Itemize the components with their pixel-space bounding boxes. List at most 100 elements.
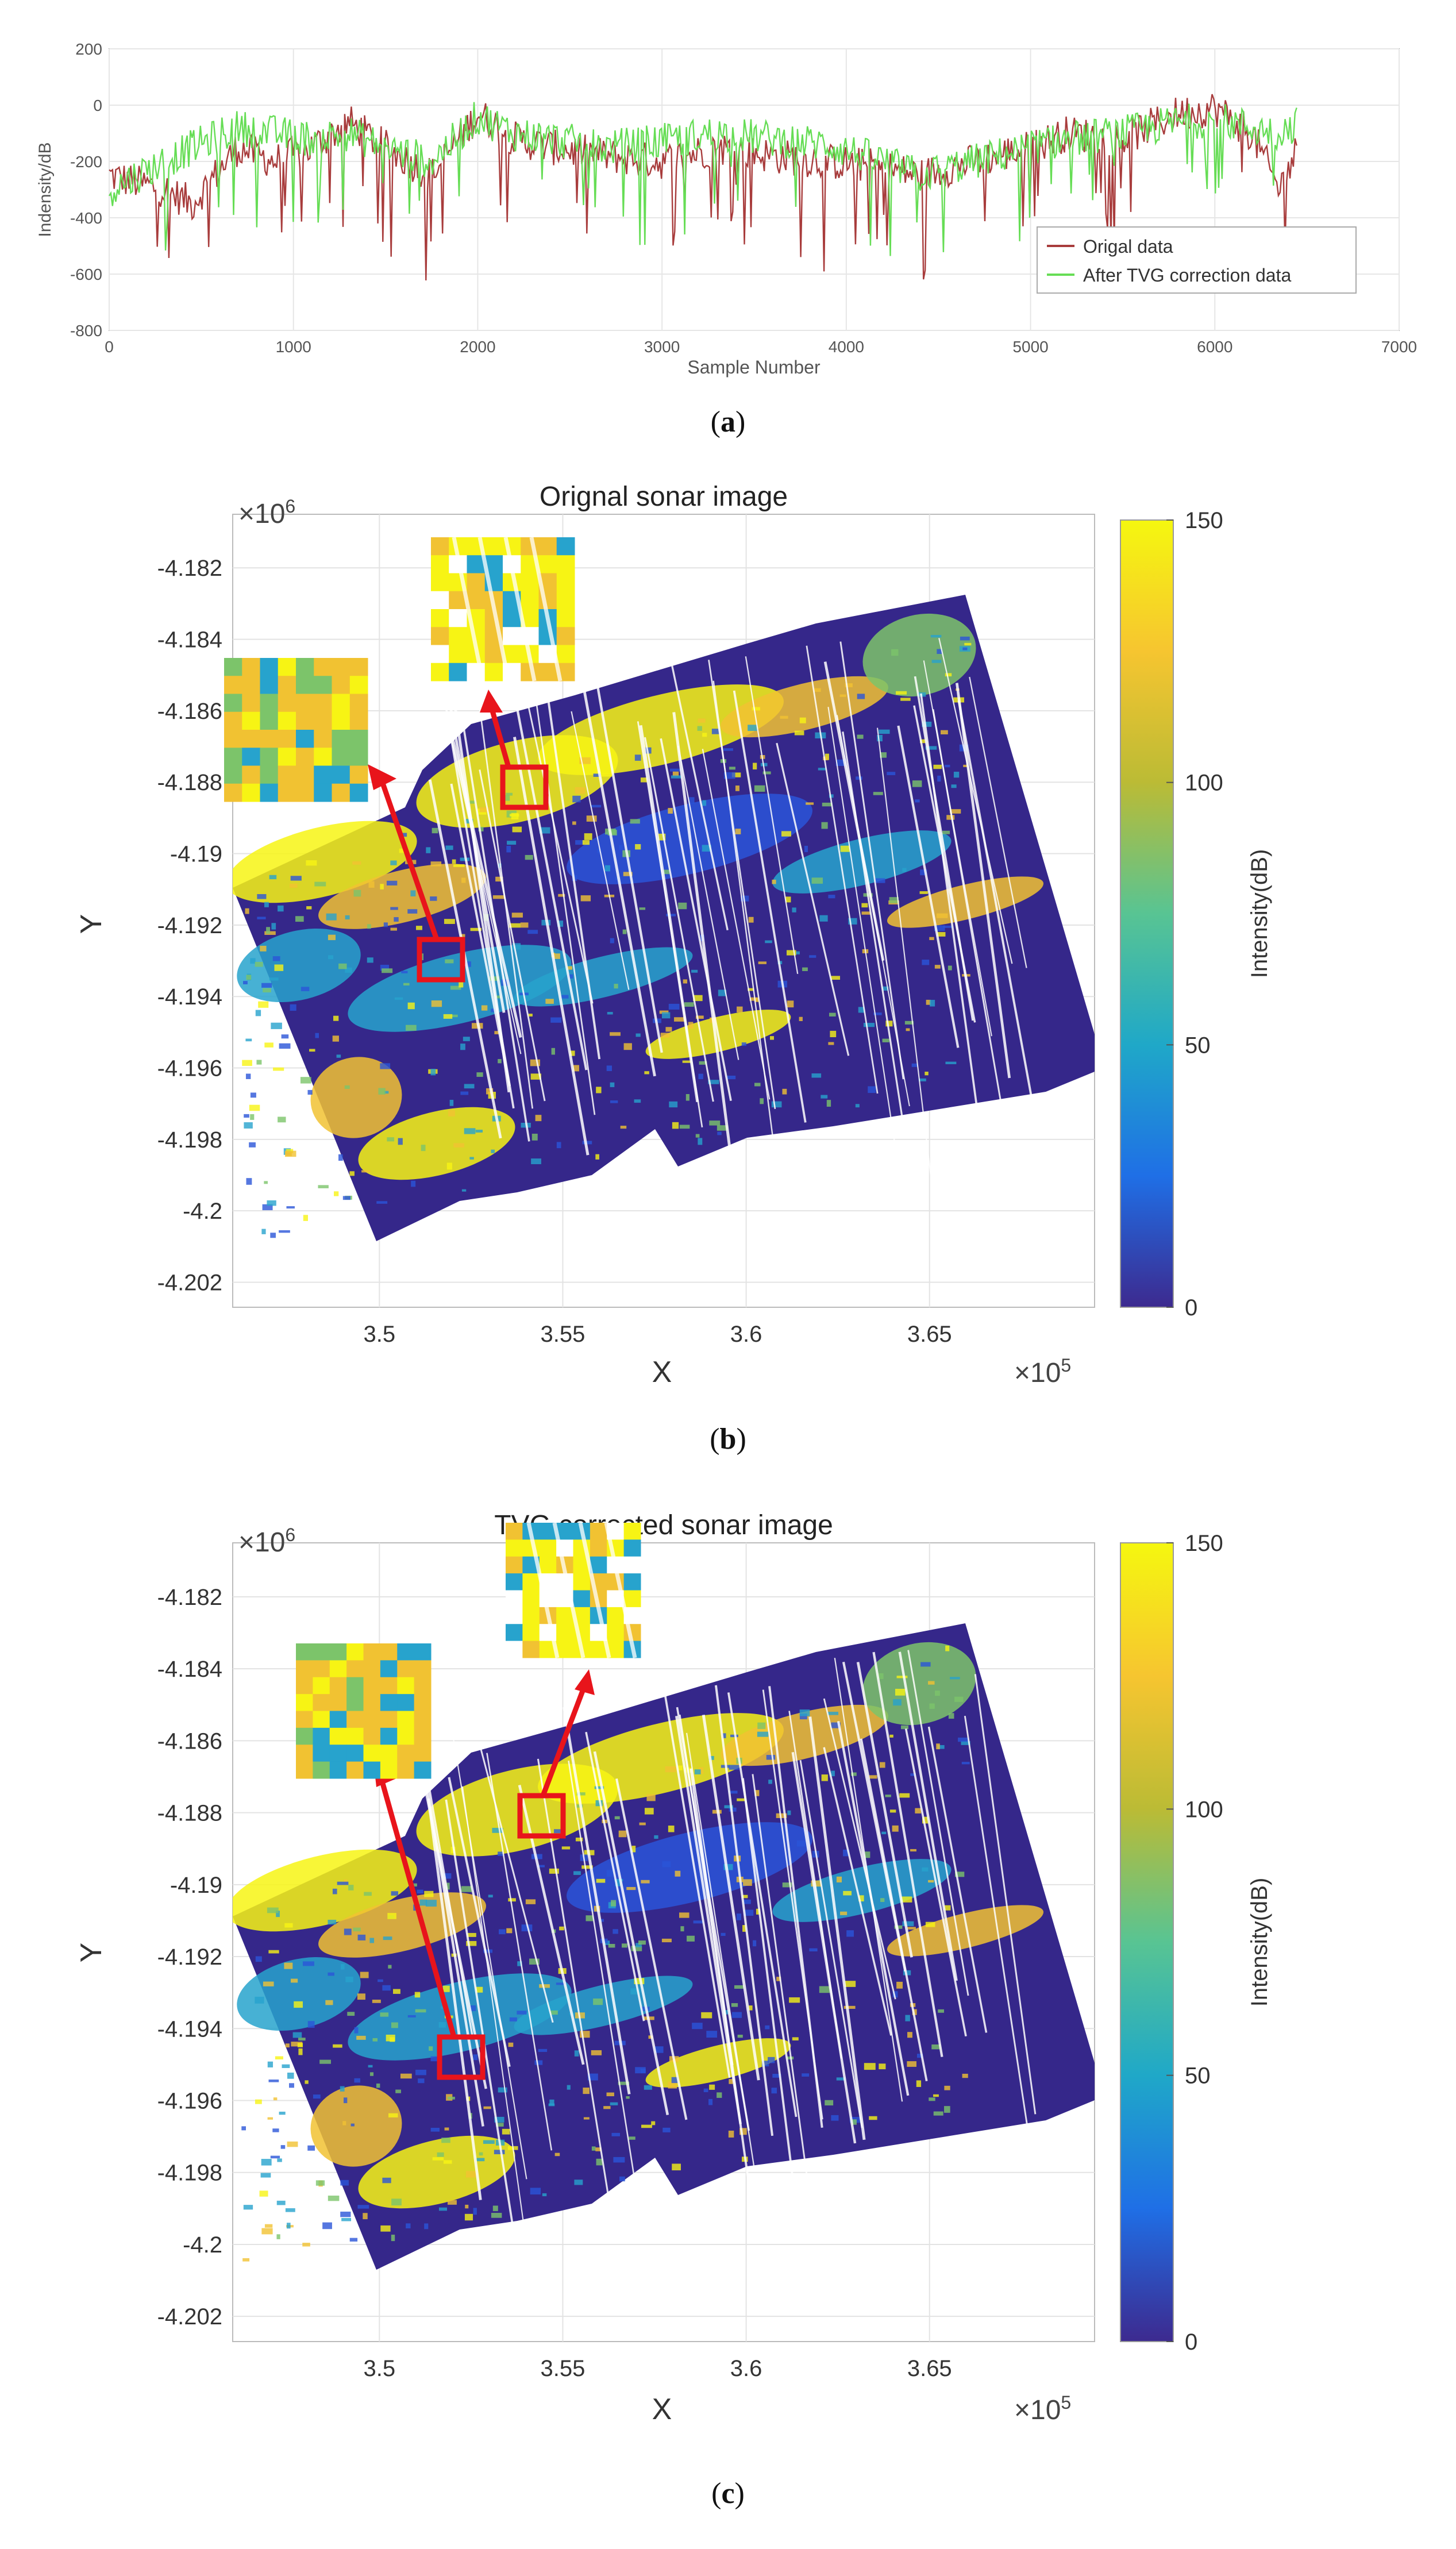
speckle (851, 1772, 857, 1776)
speckle (735, 829, 741, 834)
speckle (394, 997, 403, 1000)
speckle (448, 2096, 455, 2100)
speckle (684, 1002, 694, 1007)
speckle (828, 895, 835, 899)
inset-pixel (296, 658, 314, 676)
speckle (922, 721, 932, 727)
inset-pixel (431, 537, 449, 556)
speckle (275, 2056, 283, 2060)
speckle (902, 868, 907, 872)
speckle (583, 2087, 590, 2094)
speckle (607, 1012, 613, 1015)
colorbar-tick-label: 0 (1185, 1295, 1197, 1320)
speckle (765, 2025, 770, 2030)
speckle (580, 895, 591, 902)
inset-pixel (224, 676, 242, 694)
speckle (459, 981, 464, 988)
speckle (682, 1060, 691, 1063)
speckle (530, 1073, 541, 1080)
speckle (442, 1873, 452, 1879)
inset-pixel (380, 1677, 398, 1695)
speckle (929, 937, 934, 941)
speckle (744, 1909, 754, 1916)
speckle (606, 1870, 613, 1877)
speckle (270, 2155, 280, 2159)
speckle (651, 2121, 656, 2126)
speckle (244, 1114, 249, 1118)
speckle (920, 1662, 931, 1667)
speckle (572, 1065, 579, 1072)
speckle (944, 2106, 950, 2113)
speckle (298, 2038, 306, 2041)
inset-pixel (349, 711, 368, 730)
gap-streak (752, 1774, 810, 2193)
inset-pixel (296, 1711, 313, 1728)
inset-pixel (296, 783, 314, 802)
speckle (907, 2032, 912, 2038)
x-scale-factor-b: ×10 (1014, 1358, 1061, 1388)
speckle (692, 2023, 703, 2030)
x-axis-label-c: X (652, 2393, 672, 2426)
gap-streak (449, 731, 522, 1054)
speckle (453, 1143, 464, 1148)
speckle (843, 1890, 852, 1896)
inset-pixel (346, 1761, 364, 1779)
speckle (342, 2121, 346, 2126)
speckle (307, 2145, 315, 2151)
speckle (736, 1913, 742, 1920)
inset-pixel (363, 1694, 381, 1711)
inset-pixel (329, 1660, 347, 1678)
y-scale-factor-b: ×10 (238, 499, 285, 529)
speckle (257, 894, 267, 899)
colorbar-tick-label: 150 (1185, 1531, 1223, 1556)
speckle (829, 794, 834, 798)
speckle (261, 983, 272, 988)
speckle (621, 1943, 627, 1948)
inset-pixel (363, 1727, 381, 1745)
inset-pixel (414, 1711, 432, 1728)
speckle (962, 647, 968, 650)
gap-streak (644, 737, 714, 1102)
speckle (831, 1722, 841, 1728)
speckle (792, 2037, 799, 2040)
speckle (460, 1091, 469, 1095)
inset-pixel (260, 783, 279, 802)
y-tick-label-a: -400 (70, 209, 102, 227)
speckle (491, 2213, 502, 2218)
inset-pixel (349, 676, 368, 694)
colorbar-c (1120, 1542, 1174, 2342)
speckle (819, 1986, 830, 1993)
speckle (766, 1755, 776, 1760)
speckle (584, 833, 592, 840)
legend-label-origal: Origal data (1083, 236, 1173, 257)
speckle (768, 2057, 775, 2063)
speckle (880, 752, 887, 758)
y-tick-label-c: -4.184 (157, 1657, 222, 1682)
speckle (361, 1170, 371, 1173)
speckle (382, 2177, 391, 2184)
speckle (387, 1137, 395, 1142)
speckle (521, 1924, 533, 1932)
speckle (507, 841, 517, 845)
speckle (447, 2200, 457, 2205)
speckle (804, 845, 808, 852)
speckle (430, 2056, 442, 2062)
speckle (889, 897, 899, 903)
speckle (291, 2042, 303, 2047)
speckle (964, 642, 972, 646)
intensity-patch (310, 1057, 402, 1138)
inset-pixel (414, 1761, 432, 1779)
speckle (270, 1233, 276, 1238)
speckle (261, 2159, 272, 2166)
speckle (668, 1826, 675, 1832)
speckle (550, 1017, 562, 1023)
arrow-head-upper-c (575, 1669, 595, 1695)
inset-pixel (506, 1607, 523, 1624)
speckle (432, 827, 438, 834)
speckle (380, 884, 384, 890)
speckle (261, 1229, 266, 1234)
speckle (821, 822, 828, 829)
speckle (426, 847, 431, 853)
speckle (742, 1895, 748, 1899)
inset-pixel (329, 1727, 347, 1745)
